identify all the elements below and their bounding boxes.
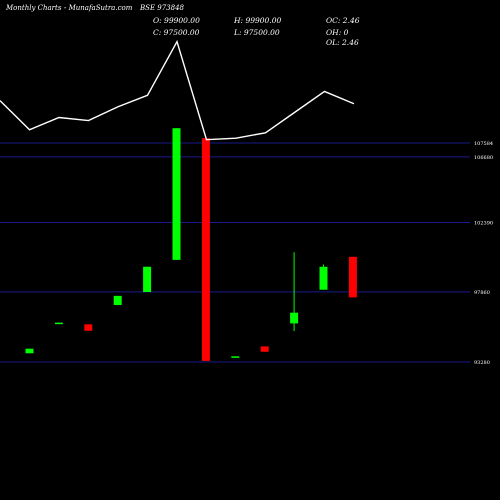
candle-up [54, 322, 63, 325]
y-tick-label: 93280 [474, 360, 490, 366]
oc-value: OC: 2.46 [326, 16, 360, 25]
open-value: O: 99900.00 [153, 16, 200, 25]
candle-up [143, 266, 152, 293]
close-value: C: 97500.00 [153, 28, 200, 37]
y-tick-label: 106680 [474, 155, 493, 161]
ol-value: OL: 2.46 [326, 38, 359, 47]
y-tick-label: 97860 [474, 290, 490, 296]
y-tick-label: 102390 [474, 221, 493, 227]
site-name: - MunafaSutra.com [64, 4, 133, 12]
candle-up [319, 266, 328, 290]
candle-down [348, 256, 357, 298]
symbol-label: BSE 973848 [140, 4, 184, 12]
candle-down [201, 138, 210, 361]
y-tick-label: 107584 [474, 141, 493, 147]
candle-up [25, 348, 34, 354]
price-line [0, 39, 355, 141]
candle-up [290, 312, 299, 324]
high-value: H: 99900.00 [234, 16, 282, 25]
oh-value: OH: 0 [326, 28, 349, 37]
candle-down [260, 346, 269, 352]
chart-title: Monthly Charts [6, 4, 62, 12]
candle-up [172, 128, 181, 260]
candle-up [231, 356, 240, 358]
low-value: L: 97500.00 [234, 28, 280, 37]
candle-down [84, 324, 93, 331]
candle-up [113, 295, 122, 306]
